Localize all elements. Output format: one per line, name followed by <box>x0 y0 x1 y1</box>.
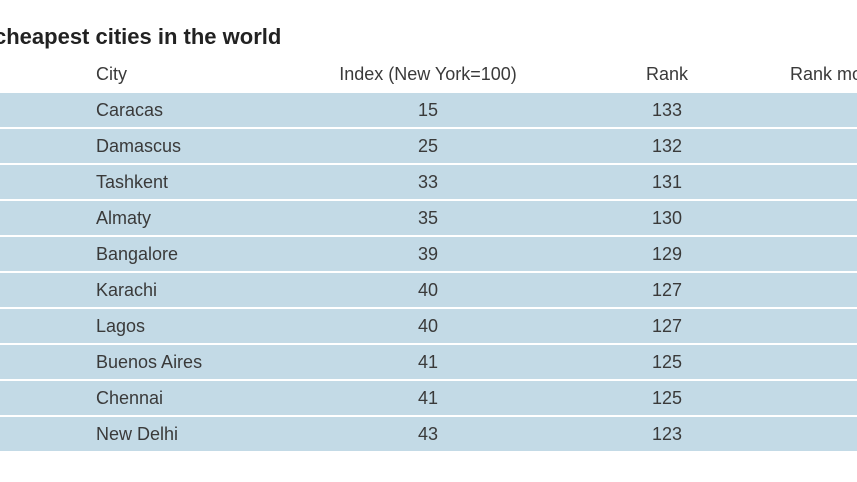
table-cell: 130 <box>651 208 683 228</box>
table-cell: Karachi <box>96 280 158 300</box>
table-cell: 129 <box>651 244 683 264</box>
table-cell: 41 <box>417 352 439 372</box>
table-cell: 123 <box>651 424 683 444</box>
table-cell: 43 <box>417 424 439 444</box>
table-cell: Almaty <box>96 208 152 228</box>
header-cell: Rank mo <box>790 64 857 84</box>
table-row: Lagos 40 127 <box>0 309 857 343</box>
header-cell: Rank <box>645 64 689 84</box>
table-cell: 33 <box>417 172 439 192</box>
table-title: cheapest cities in the world <box>0 24 282 49</box>
table-cell: 40 <box>417 316 439 336</box>
table-row: Damascus 25 132 <box>0 129 857 163</box>
table-cell: Bangalore <box>96 244 179 264</box>
table-cell: Damascus <box>96 136 182 156</box>
table-cell: 132 <box>651 136 683 156</box>
table-cell: 15 <box>417 100 439 120</box>
table-cell: New Delhi <box>96 424 179 444</box>
table-row: Tashkent 33 131 <box>0 165 857 199</box>
table-cell: 41 <box>417 388 439 408</box>
table-row: New Delhi 43 123 <box>0 417 857 451</box>
table-cell: Lagos <box>96 316 146 336</box>
table-row: Caracas 15 133 <box>0 93 857 127</box>
table-row: Bangalore 39 129 <box>0 237 857 271</box>
table-cell: 127 <box>651 280 683 300</box>
table-cell: 40 <box>417 280 439 300</box>
table-cell: Buenos Aires <box>96 352 203 372</box>
table-cell: Caracas <box>96 100 164 120</box>
table-cell: 127 <box>651 316 683 336</box>
header-cell: Index (New York=100) <box>339 64 517 84</box>
table-cell: 35 <box>417 208 439 228</box>
table-row: Buenos Aires 41 125 <box>0 345 857 379</box>
table-cell: 39 <box>417 244 439 264</box>
table-cell: 125 <box>651 352 683 372</box>
table-cell: 131 <box>651 172 683 192</box>
table-row: Almaty 35 130 <box>0 201 857 235</box>
table-cell: 125 <box>651 388 683 408</box>
table-row: Karachi 40 127 <box>0 273 857 307</box>
table-cell: 25 <box>417 136 439 156</box>
table-row: Chennai 41 125 <box>0 381 857 415</box>
header-cell: City <box>96 64 127 84</box>
table-cell: 133 <box>651 100 683 120</box>
table-cell: Tashkent <box>96 172 169 192</box>
header-row: City Index (New York=100) Rank Rank mo <box>0 57 857 91</box>
table-cell: Chennai <box>96 388 164 408</box>
